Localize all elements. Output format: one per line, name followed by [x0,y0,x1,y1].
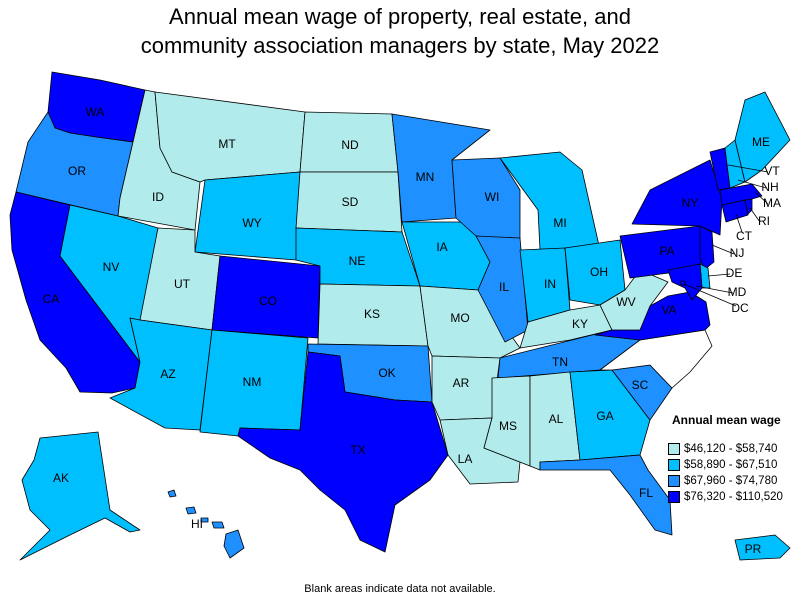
legend-swatch [668,475,680,487]
state-label-WV: WV [616,295,635,309]
state-label-WY: WY [242,216,261,230]
state-label-WA: WA [86,105,105,119]
state-label-MO: MO [450,311,469,325]
label-leader-lines [683,164,769,307]
state-label-AR: AR [453,376,470,390]
state-label-IL: IL [499,280,509,294]
state-label-PA: PA [659,244,674,258]
state-label-NE: NE [349,254,366,268]
state-label-CO: CO [259,294,277,308]
legend-item: $76,320 - $110,520 [668,489,800,505]
footnote: Blank areas indicate data not available. [304,583,496,595]
state-label-AL: AL [549,412,564,426]
state-label-NM: NM [243,375,262,389]
state-label-GA: GA [596,409,613,423]
legend-title: Annual mean wage [672,413,781,427]
state-NY[interactable] [631,159,723,236]
legend-label: $46,120 - $58,740 [684,443,778,455]
state-label-NV: NV [103,260,120,274]
state-label-LA: LA [458,452,473,466]
state-label-CA: CA [43,292,60,306]
state-label-AK: AK [53,471,69,485]
state-label-SD: SD [342,195,359,209]
state-label-NH: NH [761,180,778,194]
state-PR[interactable] [734,534,791,561]
state-label-KY: KY [572,317,588,331]
state-label-WI: WI [485,190,500,204]
state-label-IN: IN [544,277,556,291]
state-WV[interactable] [599,269,669,331]
legend-item: $67,960 - $74,780 [668,473,800,489]
legend-swatch [668,491,680,503]
state-label-HI: HI [191,517,203,531]
state-label-TX: TX [350,443,365,457]
state-label-MI: MI [553,216,566,230]
state-label-MA: MA [763,196,781,210]
state-label-NY: NY [682,196,699,210]
state-TX[interactable] [237,351,449,553]
legend-label: $58,890 - $67,510 [684,459,778,471]
state-label-AZ: AZ [160,367,175,381]
state-FL[interactable] [539,454,673,536]
title-line-2: community association managers by state,… [140,33,660,58]
state-IL[interactable] [475,235,529,343]
state-label-SC: SC [632,378,649,392]
map-title: Annual mean wage of property, real estat… [0,2,800,60]
state-label-FL: FL [639,486,653,500]
state-label-IA: IA [436,240,447,254]
state-label-MD: MD [728,285,747,299]
state-label-ME: ME [752,135,770,149]
state-label-VA: VA [661,303,676,317]
state-label-PR: PR [745,542,762,556]
state-label-ID: ID [152,190,164,204]
legend-item: $58,890 - $67,510 [668,457,800,473]
legend-item: $46,120 - $58,740 [668,441,800,457]
state-label-MS: MS [499,419,517,433]
state-label-TN: TN [552,355,568,369]
state-label-OR: OR [68,164,86,178]
state-AK[interactable] [19,431,141,561]
title-line-1: Annual mean wage of property, real estat… [169,4,631,29]
state-label-OK: OK [378,366,395,380]
state-HI[interactable] [167,489,245,559]
state-label-DC: DC [731,301,749,315]
state-label-ND: ND [341,138,359,152]
legend-label: $67,960 - $74,780 [684,475,778,487]
state-label-OH: OH [590,265,608,279]
state-label-NJ: NJ [730,246,745,260]
state-label-MN: MN [416,170,435,184]
state-NJ[interactable] [699,225,715,271]
state-label-KS: KS [364,307,380,321]
legend-label: $76,320 - $110,520 [684,491,783,503]
state-label-CT: CT [736,229,753,243]
state-MS[interactable] [483,375,531,467]
state-label-DE: DE [726,266,743,280]
state-label-UT: UT [174,277,191,291]
legend: Annual mean wage $46,120 - $58,740 $58,8… [668,413,800,505]
legend-swatch [668,443,680,455]
legend-swatch [668,459,680,471]
state-label-RI: RI [758,214,770,228]
state-label-VT: VT [764,164,780,178]
state-label-MT: MT [218,137,236,151]
